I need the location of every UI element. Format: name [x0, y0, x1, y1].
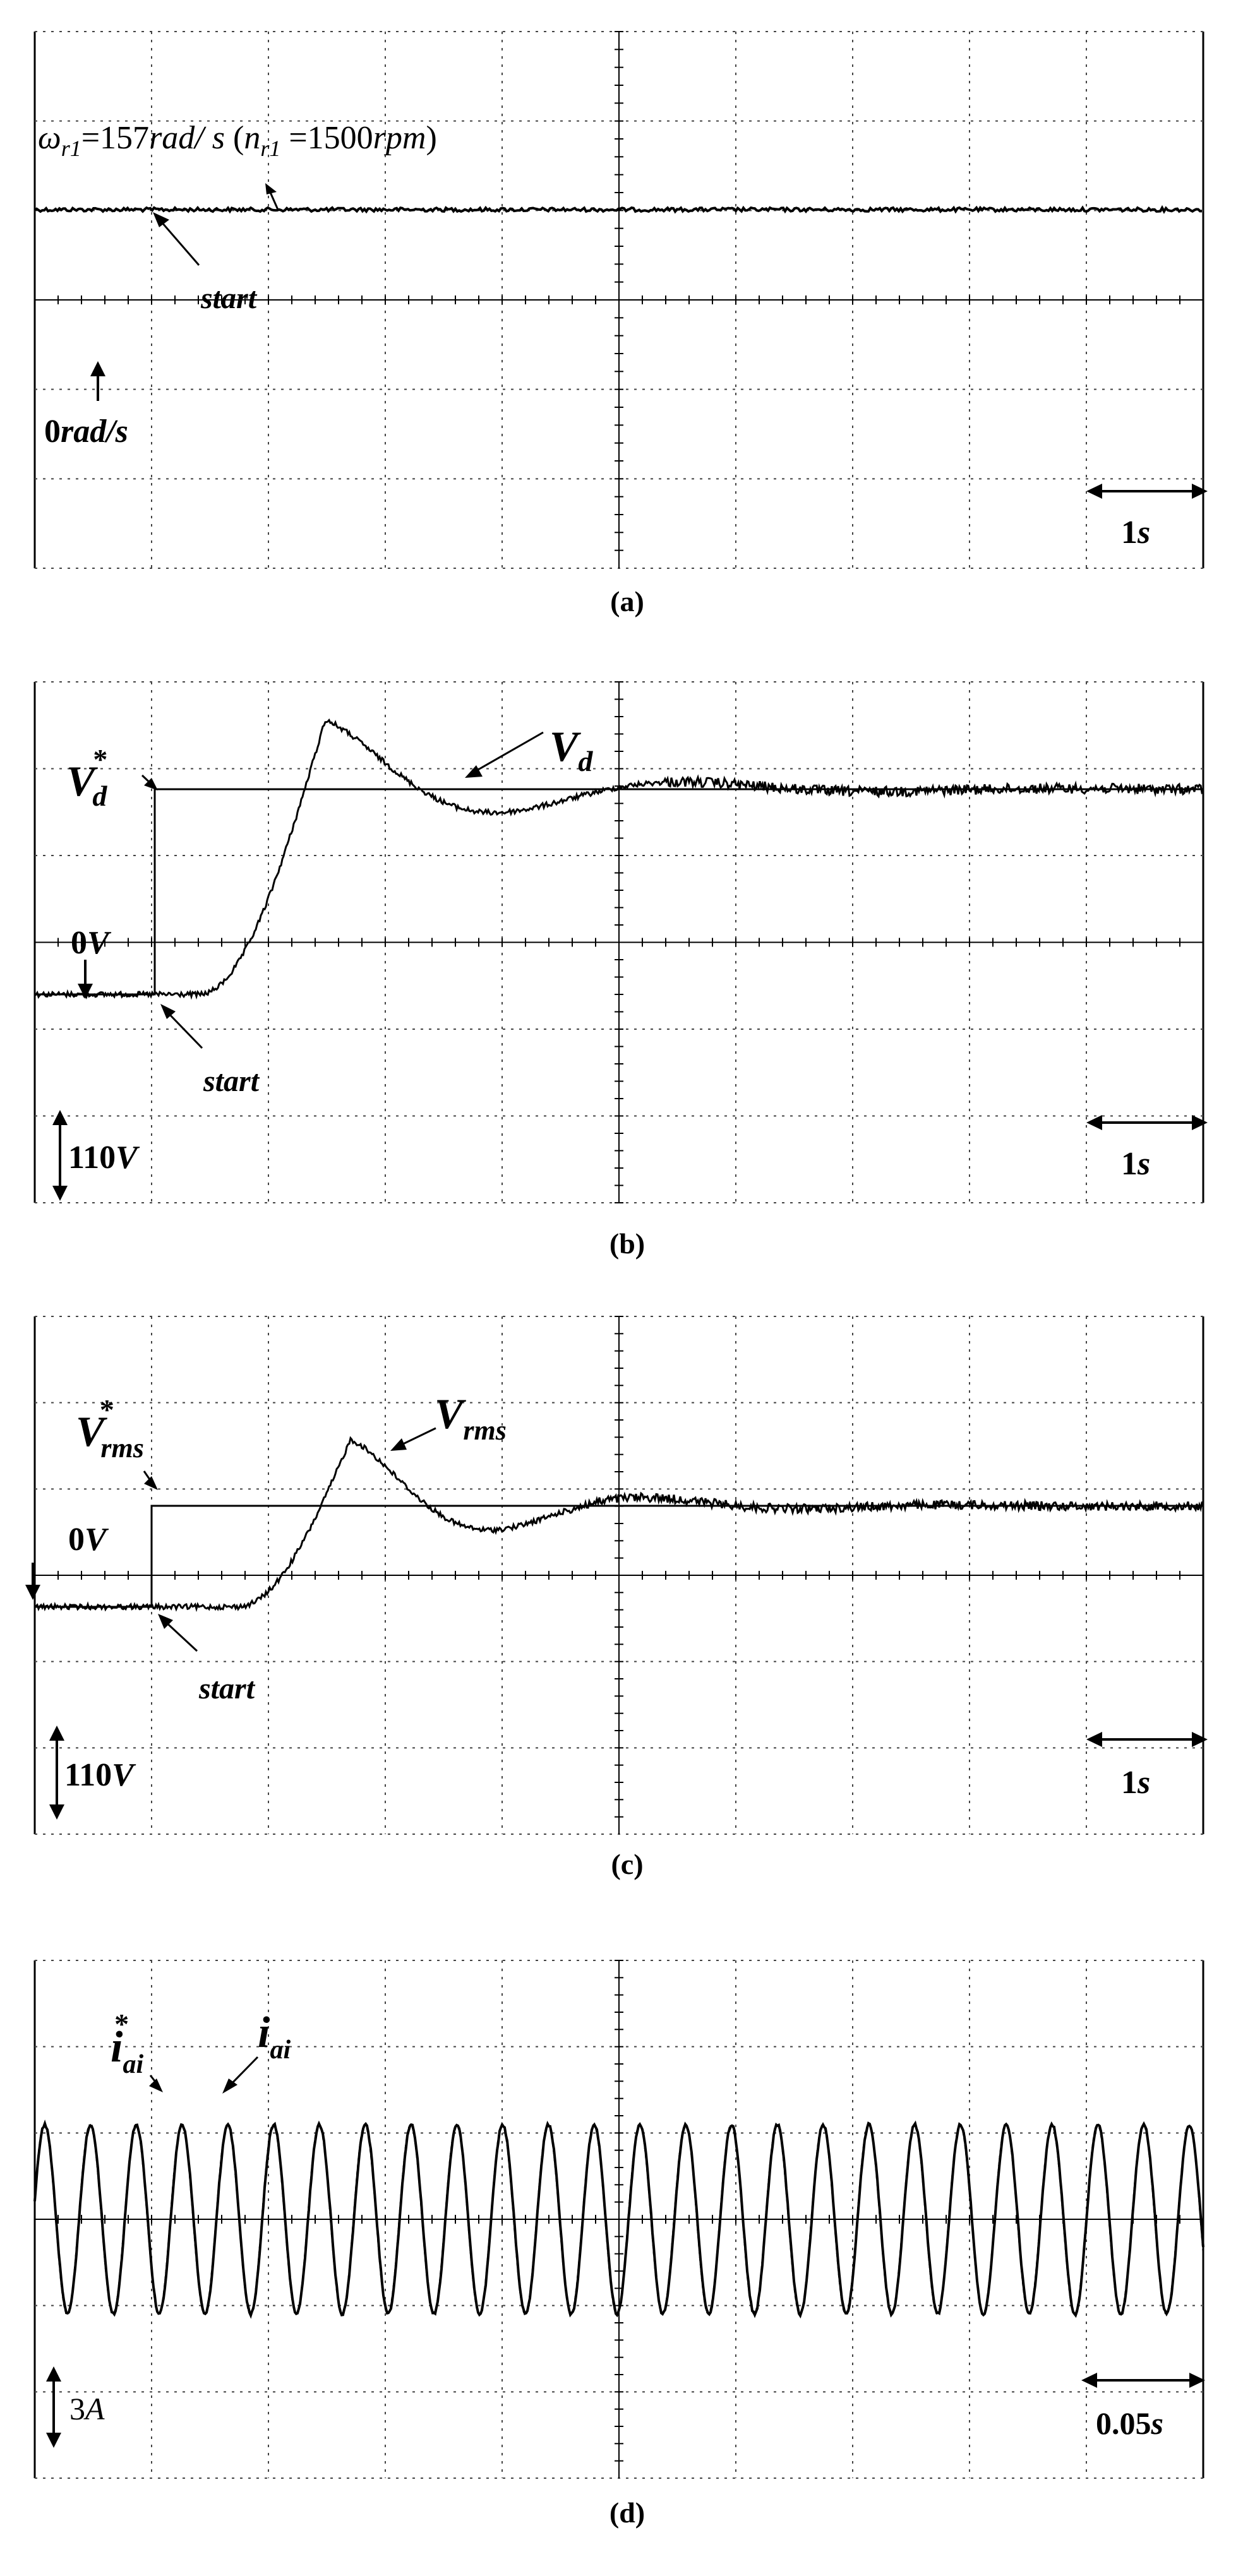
pointer-start-c [162, 1618, 198, 1652]
label-time-c: 1s [1121, 1765, 1150, 1801]
pointer-iai [227, 2056, 259, 2088]
timescale-d-left [1081, 2373, 1097, 2388]
label-scale-d: 3A [69, 2391, 105, 2426]
label-start-c: start [198, 1672, 256, 1705]
scale-arrow-d-down [46, 2433, 61, 2448]
pointer-vd-head [465, 765, 483, 778]
timescale-a-left [1086, 484, 1102, 499]
arrow-zero-c-head [25, 1585, 40, 1600]
scale-arrow-c-up [49, 1726, 64, 1741]
label-zero-a: 0rad/s [44, 414, 128, 450]
label-start-b: start [203, 1064, 260, 1098]
trace-vd [34, 718, 1204, 1000]
timescale-d-right [1189, 2373, 1205, 2388]
caption-a: (a) [610, 585, 644, 617]
caption-b: (b) [609, 1227, 645, 1260]
pointer-start-a-head [153, 212, 169, 227]
arrow-zero-b-head [78, 984, 93, 999]
trace-vrms-reference [35, 1505, 1203, 1608]
label-zero-b: 0V [71, 925, 112, 961]
pointer-start-b-head [160, 1004, 176, 1019]
timescale-a-right [1192, 484, 1208, 499]
pointer-vd [473, 731, 544, 773]
grid-a [33, 31, 1204, 569]
label-time-d: 0.05s [1096, 2406, 1163, 2441]
pointer-vrms-star-head [144, 1476, 158, 1490]
timescale-b-right [1192, 1115, 1208, 1130]
pointer-start-b [164, 1009, 203, 1049]
grid-c [33, 1316, 1204, 1835]
grid-d [33, 1960, 1204, 2479]
label-iai: iai [258, 2008, 291, 2065]
label-vrms: Vrms [435, 1390, 507, 1446]
panel-a: ωr1=157rad/ s (nr1 =1500rpm) start 0rad/… [33, 31, 1208, 617]
label-zero-c: 0V [68, 1522, 109, 1558]
label-scale-c: 110V [64, 1757, 136, 1793]
pointer-iai-head [222, 2078, 237, 2094]
panel-d: iai* iai 3A 0.05s (d) [33, 1960, 1205, 2529]
pointer-vrms-head [390, 1438, 407, 1451]
trace-omega-r1 [33, 205, 1202, 214]
scale-arrow-d-up [46, 2366, 61, 2382]
caption-c: (c) [611, 1848, 643, 1880]
scale-arrow-b-down [52, 1186, 68, 1201]
label-scale-b: 110V [68, 1140, 140, 1176]
label-iai-star: iai* [111, 2008, 143, 2079]
scale-arrow-b-up [52, 1110, 68, 1125]
label-omega-r1: ωr1=157rad/ s (nr1 =1500rpm) [38, 120, 437, 161]
pointer-vrms [399, 1427, 436, 1447]
pointer-start-a [157, 217, 200, 266]
grid-b [33, 681, 1204, 1203]
pointer-iai-star-head [149, 2078, 163, 2092]
label-start-a: start [200, 282, 258, 315]
caption-d: (d) [609, 2496, 645, 2529]
label-vrms-star: Vrms* [76, 1393, 144, 1464]
timescale-c-left [1086, 1732, 1102, 1747]
pointer-vd-star-head [144, 778, 158, 790]
pointer-start-c-head [158, 1614, 173, 1629]
panel-c: Vrms* Vrms 0V start 110V 1s (c) [25, 1316, 1208, 1880]
label-time-b: 1s [1121, 1146, 1150, 1182]
panel-b: Vd* Vd 0V start 110V 1s (b) [33, 681, 1208, 1260]
label-vd: Vd [549, 722, 593, 777]
trace-vrms [34, 1436, 1204, 1613]
arrow-zero-a-head [90, 361, 105, 376]
timescale-c-right [1192, 1732, 1208, 1747]
timescale-b-left [1086, 1115, 1102, 1130]
scale-arrow-c-down [49, 1804, 64, 1820]
label-vd-star: Vd* [66, 743, 107, 812]
label-time-a: 1s [1121, 515, 1150, 551]
pointer-omega-r1-head [265, 183, 277, 194]
trace-iai [33, 2119, 1204, 2319]
